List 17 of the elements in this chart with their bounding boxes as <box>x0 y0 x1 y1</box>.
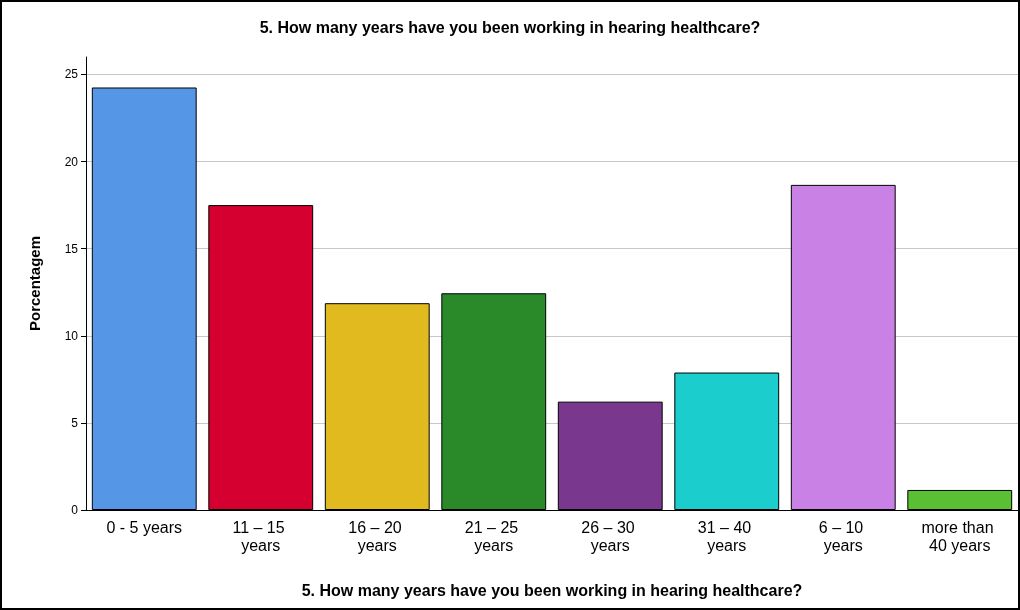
x-tick-label: 21 – 25 years <box>464 518 523 554</box>
x-tick-label: more than 40 years <box>921 518 998 554</box>
y-tick-label: 25 <box>64 67 79 82</box>
x-tick-label: 6 – 10 years <box>818 518 868 554</box>
y-tick-label: 10 <box>64 328 79 343</box>
x-tick-label: 16 – 20 years <box>348 518 407 554</box>
x-tick-label: 31 – 40 years <box>697 518 756 554</box>
x-axis-title: 5. How many years have you been working in hearing healthcare? <box>301 581 803 599</box>
x-tick-label: 11 – 15 years <box>232 518 290 554</box>
y-tick-label: 5 <box>71 415 79 430</box>
x-tick-label: 0 - 5 years <box>106 518 183 536</box>
y-axis-title: Porcentagem <box>26 235 43 332</box>
y-tick-label: 20 <box>64 154 79 169</box>
chart-title: 5. How many years have you been working in hearing healthcare? <box>259 18 761 36</box>
x-tick-label: 26 – 30 years <box>581 518 640 554</box>
y-tick-label: 0 <box>71 503 79 517</box>
y-tick-label: 15 <box>64 241 79 256</box>
